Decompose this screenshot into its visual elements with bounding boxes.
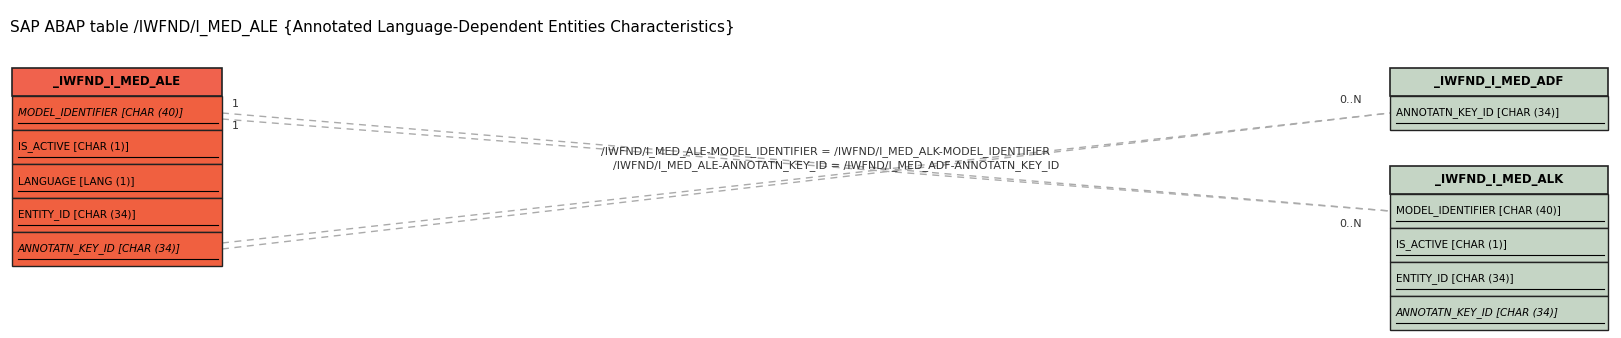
- Text: SAP ABAP table /IWFND/I_MED_ALE {Annotated Language-Dependent Entities Character: SAP ABAP table /IWFND/I_MED_ALE {Annotat…: [10, 20, 734, 36]
- Text: 0..N: 0..N: [1339, 219, 1362, 229]
- Bar: [1389, 68, 1608, 96]
- Text: _IWFND_I_MED_ADF: _IWFND_I_MED_ADF: [1435, 75, 1564, 89]
- Text: 0..N: 0..N: [1339, 95, 1362, 105]
- Bar: [11, 96, 222, 130]
- Text: ANNOTATN_KEY_ID [CHAR (34)]: ANNOTATN_KEY_ID [CHAR (34)]: [18, 244, 182, 255]
- Bar: [11, 164, 222, 198]
- Text: _IWFND_I_MED_ALK: _IWFND_I_MED_ALK: [1435, 173, 1563, 187]
- Bar: [11, 232, 222, 266]
- Bar: [11, 130, 222, 164]
- Text: IS_ACTIVE [CHAR (1)]: IS_ACTIVE [CHAR (1)]: [1396, 240, 1508, 250]
- Text: _IWFND_I_MED_ALE: _IWFND_I_MED_ALE: [53, 75, 180, 89]
- Bar: [11, 198, 222, 232]
- Text: /IWFND/I_MED_ALE-MODEL_IDENTIFIER = /IWFND/I_MED_ALK-MODEL_IDENTIFIER: /IWFND/I_MED_ALE-MODEL_IDENTIFIER = /IWF…: [601, 146, 1050, 157]
- Bar: [11, 68, 222, 96]
- Bar: [1389, 228, 1608, 262]
- Text: ANNOTATN_KEY_ID [CHAR (34)]: ANNOTATN_KEY_ID [CHAR (34)]: [1396, 107, 1559, 118]
- Text: MODEL_IDENTIFIER [CHAR (40)]: MODEL_IDENTIFIER [CHAR (40)]: [1396, 206, 1561, 216]
- Text: /IWFND/I_MED_ALE-ANNOTATN_KEY_ID = /IWFND/I_MED_ADF-ANNOTATN_KEY_ID: /IWFND/I_MED_ALE-ANNOTATN_KEY_ID = /IWFN…: [613, 160, 1059, 171]
- Text: 1: 1: [232, 99, 238, 109]
- Text: MODEL_IDENTIFIER [CHAR (40)]: MODEL_IDENTIFIER [CHAR (40)]: [18, 107, 183, 118]
- Bar: [1389, 194, 1608, 228]
- Bar: [1389, 166, 1608, 194]
- Text: ENTITY_ID [CHAR (34)]: ENTITY_ID [CHAR (34)]: [18, 210, 136, 220]
- Bar: [1389, 262, 1608, 296]
- Bar: [1389, 96, 1608, 130]
- Text: 1: 1: [232, 121, 238, 131]
- Text: LANGUAGE [LANG (1)]: LANGUAGE [LANG (1)]: [18, 176, 135, 186]
- Text: ANNOTATN_KEY_ID [CHAR (34)]: ANNOTATN_KEY_ID [CHAR (34)]: [1396, 308, 1559, 318]
- Text: ENTITY_ID [CHAR (34)]: ENTITY_ID [CHAR (34)]: [1396, 273, 1514, 285]
- Text: IS_ACTIVE [CHAR (1)]: IS_ACTIVE [CHAR (1)]: [18, 142, 130, 152]
- Bar: [1389, 296, 1608, 330]
